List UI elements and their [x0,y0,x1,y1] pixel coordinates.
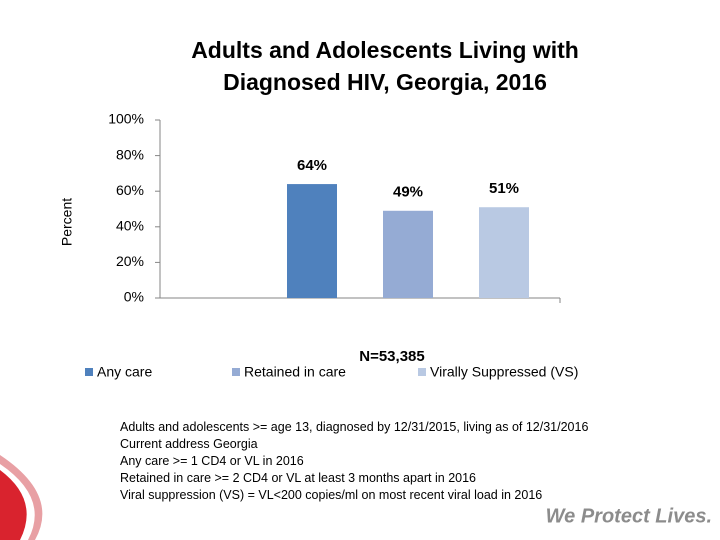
y-tick-label: 80% [116,146,144,162]
y-axis-label: Percent [59,198,75,246]
legend-swatch [232,368,240,376]
chart-title: Diagnosed HIV, Georgia, 2016 [223,69,547,95]
footnote: Retained in care >= 2 CD4 or VL at least… [120,471,476,485]
footnote: Viral suppression (VS) = VL<200 copies/m… [120,488,542,502]
footnote: Current address Georgia [120,437,258,451]
legend-swatch [418,368,426,376]
decor-swoosh [0,470,27,540]
legend-label: Retained in care [244,364,346,380]
decor-swoosh-light [0,455,43,540]
y-tick-label: 100% [108,111,144,127]
bar [479,207,529,298]
data-label: 51% [489,180,519,197]
y-tick-label: 60% [116,182,144,198]
legend-label: Any care [97,364,152,380]
y-tick-label: 0% [124,289,144,305]
y-tick-label: 40% [116,218,144,234]
chart-title: Adults and Adolescents Living with [191,37,579,63]
annotation: N=53,385 [359,348,424,365]
legend-label: Virally Suppressed (VS) [430,364,578,380]
bar [383,210,433,298]
footnote: Any care >= 1 CD4 or VL in 2016 [120,454,304,468]
brand: We Protect Lives. [546,505,712,527]
bar [287,184,337,298]
data-label: 49% [393,184,423,201]
legend-swatch [85,368,93,376]
y-tick-label: 20% [116,253,144,269]
footnote: Adults and adolescents >= age 13, diagno… [120,420,588,434]
data-label: 64% [297,157,327,174]
